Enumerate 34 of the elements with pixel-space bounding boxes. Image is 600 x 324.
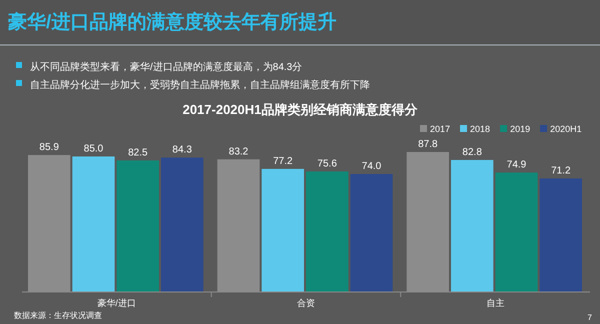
bar [161,158,204,292]
data-label: 82.8 [462,146,482,158]
bar [116,160,159,292]
bar [306,171,348,292]
x-tick-label: 合资 [297,298,315,308]
legend-label: 2018 [470,124,490,134]
text: 自主品牌分化进一步加大，受弱势自主品牌拖累，自主品牌组满意度有所下降 [30,79,370,91]
legend-label: 2017 [430,124,450,134]
x-tick-label: 自主 [486,298,504,308]
data-label: 82.5 [128,147,148,158]
data-label: 74.9 [506,160,527,171]
data-label: 85.9 [39,142,60,154]
chart-title: 豪华/进口品牌的满意度较去年有所提升 [7,11,336,33]
data-label: 84.3 [172,144,192,156]
data-label: 85.0 [84,143,104,154]
data-label: 75.6 [317,158,338,170]
data-label: 74.0 [362,161,382,172]
bar [262,168,304,292]
bar [451,160,494,292]
legend-label: 2020H1 [550,124,582,134]
data-label: 83.2 [228,146,249,158]
text: 7 [588,313,593,322]
text: 从不同品牌类型来看，豪华/进口品牌的满意度最高，为84.3分 [30,61,302,73]
source-note: 数据来源：生存状况调查 [14,311,102,320]
chart-subtitle: 2017-2020H1品牌类别经销商满意度得分 [182,102,418,117]
bar [540,178,582,292]
bar [350,174,393,292]
data-label: 87.8 [418,139,438,150]
x-tick-label: 豪华/进口 [97,298,136,308]
legend-label: 2019 [510,124,530,134]
data-label: 71.2 [551,165,571,176]
bar [495,172,538,292]
bar [72,156,115,292]
data-label: 77.2 [273,156,293,167]
